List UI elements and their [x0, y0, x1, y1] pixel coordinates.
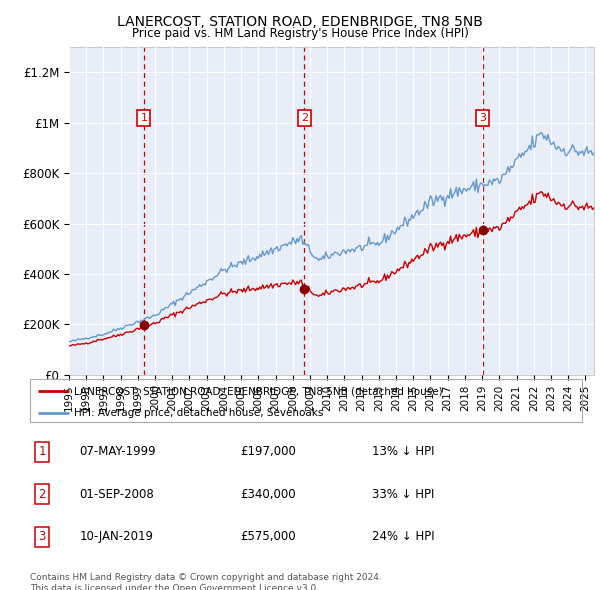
Text: 24% ↓ HPI: 24% ↓ HPI: [372, 530, 435, 543]
Text: LANERCOST, STATION ROAD, EDENBRIDGE, TN8 5NB (detached house): LANERCOST, STATION ROAD, EDENBRIDGE, TN8…: [74, 386, 443, 396]
Text: £340,000: £340,000: [240, 487, 295, 501]
Text: Contains HM Land Registry data © Crown copyright and database right 2024.
This d: Contains HM Land Registry data © Crown c…: [30, 573, 382, 590]
Text: HPI: Average price, detached house, Sevenoaks: HPI: Average price, detached house, Seve…: [74, 408, 323, 418]
Text: 1: 1: [38, 445, 46, 458]
Text: LANERCOST, STATION ROAD, EDENBRIDGE, TN8 5NB: LANERCOST, STATION ROAD, EDENBRIDGE, TN8…: [117, 15, 483, 29]
Text: 13% ↓ HPI: 13% ↓ HPI: [372, 445, 435, 458]
Text: 01-SEP-2008: 01-SEP-2008: [80, 487, 154, 501]
Text: 2: 2: [301, 113, 308, 123]
Text: 1: 1: [140, 113, 148, 123]
Text: 10-JAN-2019: 10-JAN-2019: [80, 530, 154, 543]
Text: 33% ↓ HPI: 33% ↓ HPI: [372, 487, 434, 501]
Text: 2: 2: [38, 487, 46, 501]
Text: £197,000: £197,000: [240, 445, 296, 458]
Text: Price paid vs. HM Land Registry's House Price Index (HPI): Price paid vs. HM Land Registry's House …: [131, 27, 469, 40]
Text: 07-MAY-1999: 07-MAY-1999: [80, 445, 157, 458]
Text: 3: 3: [38, 530, 46, 543]
Text: £575,000: £575,000: [240, 530, 295, 543]
Text: 3: 3: [479, 113, 486, 123]
